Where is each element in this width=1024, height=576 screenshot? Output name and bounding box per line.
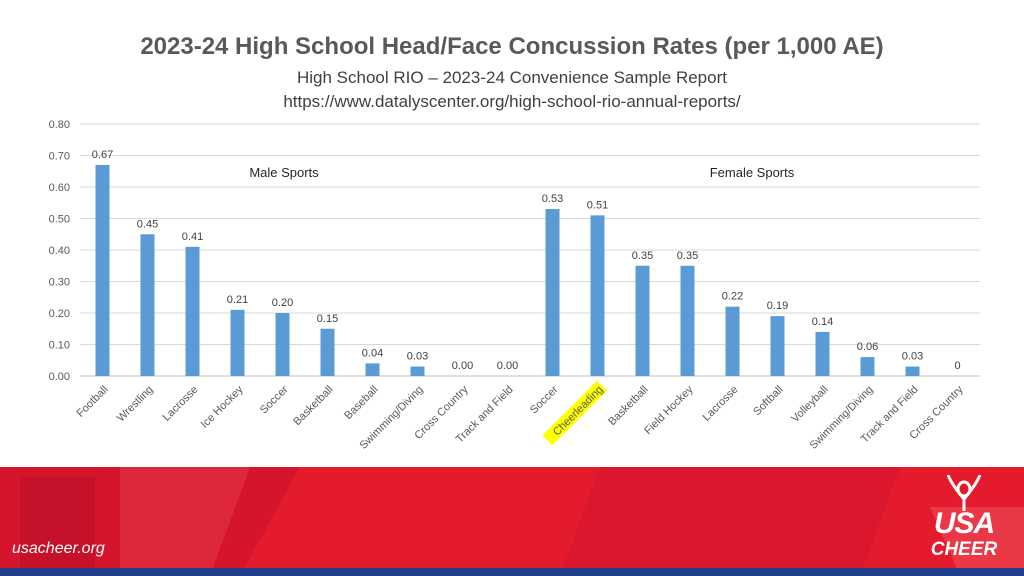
x-tick-label-group: Basketball (291, 384, 335, 428)
annotation-female-sports: Female Sports (710, 165, 795, 180)
data-label: 0.19 (767, 300, 788, 312)
data-label: 0.14 (812, 316, 833, 328)
annotation-male-sports: Male Sports (249, 165, 319, 180)
x-tick-label-group: Volleyball (789, 384, 830, 425)
bar (815, 331, 830, 376)
x-tick-label-group: Field Hockey (642, 383, 696, 437)
data-label: 0.45 (137, 218, 158, 230)
bar (320, 328, 335, 376)
x-tick-label-group: Baseball (342, 384, 380, 422)
bar-chart: 0.00 0.10 0.20 0.30 0.40 0.50 0.60 0.70 0.80 0.67… (49, 119, 980, 452)
logo-text-cheer: CHEER (930, 539, 998, 560)
y-tick-label: 0.50 (49, 214, 70, 226)
y-tick-label: 0.70 (49, 151, 70, 163)
data-label: 0.15 (317, 313, 338, 325)
chart-subtitle: High School RIO – 2023-24 Convenience Sa… (297, 68, 727, 87)
bar (95, 164, 110, 376)
x-tick-label-group: Ice Hockey (199, 383, 246, 430)
x-tick-label: Football (74, 384, 110, 420)
footer-graphic (0, 467, 1024, 576)
data-label: 0.53 (542, 193, 563, 205)
y-tick-label: 0.60 (49, 182, 70, 194)
x-tick-label-group: Soccer (258, 383, 291, 416)
bar (860, 357, 875, 376)
x-tick-label: Soccer (528, 383, 561, 416)
x-tick-label-group: Football (74, 384, 110, 420)
x-tick-label: Wrestling (115, 384, 156, 425)
bar (365, 363, 380, 376)
bar (185, 246, 200, 376)
x-tick-label-group: Soccer (528, 383, 561, 416)
chart-title: 2023-24 High School Head/Face Concussion… (140, 33, 884, 60)
bar (770, 316, 785, 376)
bar (905, 366, 920, 376)
x-tick-label: Field Hockey (642, 383, 696, 437)
x-tick-label-group: Lacrosse (161, 384, 201, 424)
data-label: 0.00 (497, 360, 518, 372)
bar (590, 215, 605, 376)
source-url: https://www.datalyscenter.org/high-schoo… (283, 92, 741, 111)
data-label: 0.22 (722, 291, 743, 303)
y-tick-label: 0.20 (49, 308, 70, 320)
data-label: 0.04 (362, 347, 383, 359)
bar (230, 309, 245, 376)
usa-cheer-logo: USA CHEER (924, 474, 1004, 570)
bar (545, 209, 560, 376)
bar (140, 234, 155, 376)
x-tick-label-group: Wrestling (115, 384, 156, 425)
highlight-marker (542, 380, 608, 446)
data-label: 0.21 (227, 294, 248, 306)
x-tick-label: Lacrosse (161, 384, 201, 424)
x-tick-label: Lacrosse (701, 384, 741, 424)
bar (725, 306, 740, 376)
logo-text-usa: USA (933, 507, 995, 540)
x-tick-label: Volleyball (789, 384, 830, 425)
x-tick-label-group: Softball (751, 384, 785, 418)
data-label: 0.51 (587, 199, 608, 211)
footer-website[interactable]: usacheer.org (12, 540, 105, 557)
cheer-figure-icon (946, 474, 982, 511)
data-label: 0.06 (857, 341, 878, 353)
x-tick-label: Basketball (606, 384, 650, 428)
x-tick-label-group: Basketball (606, 384, 650, 428)
bar (680, 265, 695, 376)
data-label: 0.35 (632, 250, 653, 262)
data-label: 0.00 (452, 360, 473, 372)
bar (410, 366, 425, 376)
data-label: 0.41 (182, 231, 203, 243)
x-tick-label: Baseball (342, 384, 380, 422)
y-tick-label: 0.10 (49, 340, 70, 352)
x-tick-label: Ice Hockey (199, 383, 246, 430)
y-tick-label: 0.40 (49, 245, 70, 257)
data-label: 0 (954, 360, 960, 372)
bar (635, 265, 650, 376)
data-label: 0.67 (92, 149, 113, 161)
footer-banner: usacheer.org (0, 467, 1024, 576)
x-tick-label: Basketball (291, 384, 335, 428)
data-label: 0.35 (677, 250, 698, 262)
data-label: 0.20 (272, 297, 293, 309)
data-label: 0.03 (407, 351, 428, 363)
y-tick-label: 0.30 (49, 277, 70, 289)
x-tick-label-group: Lacrosse (701, 384, 741, 424)
bar (275, 313, 290, 376)
y-tick-label: 0.00 (49, 371, 70, 383)
y-tick-label: 0.80 (49, 119, 70, 131)
data-label: 0.03 (902, 351, 923, 363)
x-tick-label: Soccer (258, 383, 291, 416)
x-tick-label: Softball (751, 384, 785, 418)
